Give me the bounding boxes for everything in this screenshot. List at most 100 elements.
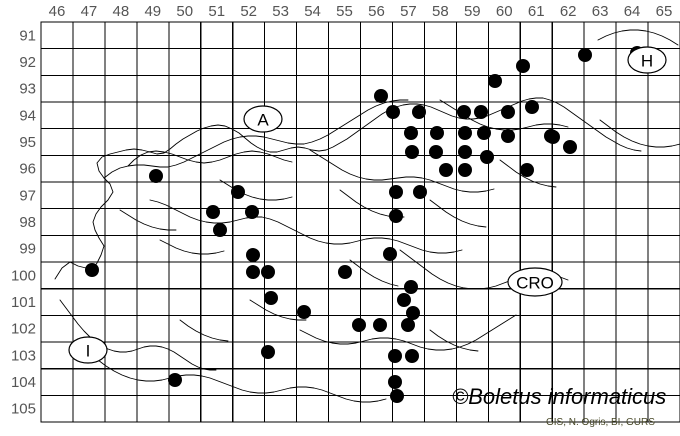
occurrence-dot — [430, 126, 444, 140]
occurrence-dot — [401, 318, 415, 332]
occurrence-dot — [388, 375, 402, 389]
column-label-58: 58 — [432, 3, 449, 20]
occurrence-dot — [390, 389, 404, 403]
occurrence-dot — [488, 74, 502, 88]
occurrence-dot — [413, 185, 427, 199]
interior-5 — [429, 199, 487, 228]
occurrence-dot — [389, 185, 403, 199]
occurrence-dot — [458, 126, 472, 140]
hungary-south — [599, 119, 680, 148]
column-label-65: 65 — [656, 3, 673, 20]
row-label-97: 97 — [19, 187, 36, 204]
column-label-59: 59 — [464, 3, 481, 20]
interior-3 — [159, 239, 225, 255]
row-label-105: 105 — [11, 401, 36, 418]
interior-7 — [119, 209, 177, 231]
occurrence-dot — [246, 248, 260, 262]
copyright-text: ©Boletus informaticus — [452, 384, 666, 409]
occurrence-dot — [388, 349, 402, 363]
occurrence-dot — [406, 306, 420, 320]
row-label-101: 101 — [11, 294, 36, 311]
occurrence-dot — [405, 349, 419, 363]
country-label-hungary: H — [641, 52, 653, 71]
column-label-54: 54 — [304, 3, 321, 20]
occurrence-dot — [412, 105, 426, 119]
occurrence-dot — [261, 265, 275, 279]
occurrence-dot — [374, 89, 388, 103]
row-label-91: 91 — [19, 27, 36, 44]
slovenia-outline — [54, 97, 642, 280]
interior-10 — [179, 319, 229, 342]
interior-8 — [349, 259, 399, 287]
interior-9 — [429, 329, 479, 352]
row-label-100: 100 — [11, 267, 36, 284]
country-label-ellipse-croatia — [507, 267, 563, 297]
row-label-95: 95 — [19, 134, 36, 151]
occurrence-dot — [213, 223, 227, 237]
axis-labels-layer: 46 47 48 49 50 51 52 53 54 55 56 57 58 59 60 61 62 63 64 65… — [11, 3, 672, 418]
occurrence-dot — [439, 163, 453, 177]
occurrence-dot — [386, 105, 400, 119]
occurrence-dot — [264, 291, 278, 305]
occurrence-dot — [85, 263, 99, 277]
occurrence-dot — [480, 150, 494, 164]
occurrence-dot — [149, 169, 163, 183]
column-label-62: 62 — [560, 3, 577, 20]
occurrence-dot — [245, 205, 259, 219]
credits-layer: ©Boletus informaticus GIS, N. Ogris, BI,… — [452, 384, 666, 428]
sava-river — [149, 199, 463, 254]
occurrence-dot — [352, 318, 366, 332]
column-label-50: 50 — [176, 3, 193, 20]
occurrence-dot — [563, 140, 577, 154]
attribution-text: GIS, N. Ogris, BI, GURS — [546, 417, 655, 428]
country-label-ellipse-austria — [243, 105, 283, 133]
occurrence-dot — [457, 105, 471, 119]
column-label-47: 47 — [81, 3, 98, 20]
column-label-46: 46 — [49, 3, 66, 20]
occurrence-dot — [397, 293, 411, 307]
column-label-63: 63 — [592, 3, 609, 20]
occurrence-dot — [404, 280, 418, 294]
row-label-93: 93 — [19, 81, 36, 98]
occurrence-dot — [477, 126, 491, 140]
column-label-60: 60 — [496, 3, 513, 20]
drava-river — [309, 149, 495, 193]
row-label-102: 102 — [11, 321, 36, 338]
occurrence-dot — [525, 100, 539, 114]
row-label-94: 94 — [19, 107, 36, 124]
grid-layer — [40, 21, 680, 423]
column-label-52: 52 — [240, 3, 257, 20]
north-border — [103, 99, 409, 179]
occurrence-dot — [206, 205, 220, 219]
occurrence-dot — [168, 373, 182, 387]
occurrence-dot — [405, 145, 419, 159]
column-label-56: 56 — [368, 3, 385, 20]
occurrence-dot — [578, 48, 592, 62]
occurrence-dot — [246, 265, 260, 279]
column-label-55: 55 — [336, 3, 353, 20]
row-label-92: 92 — [19, 54, 36, 71]
column-label-57: 57 — [400, 3, 417, 20]
coast-line — [59, 299, 217, 371]
occurrence-dot — [501, 105, 515, 119]
occurrence-dot — [516, 59, 530, 73]
country-label-ellipse-hungary — [627, 46, 667, 74]
occurrence-dot — [297, 305, 311, 319]
column-label-64: 64 — [624, 3, 641, 20]
column-label-49: 49 — [144, 3, 161, 20]
row-label-99: 99 — [19, 241, 36, 258]
south-border — [97, 359, 387, 403]
row-label-103: 103 — [11, 347, 36, 364]
column-label-61: 61 — [528, 3, 545, 20]
interior-1 — [219, 179, 293, 201]
column-label-53: 53 — [272, 3, 289, 20]
occurrence-dot — [429, 145, 443, 159]
occurrence-dots-layer — [85, 46, 644, 403]
country-label-italy: I — [86, 342, 91, 361]
row-label-104: 104 — [11, 374, 36, 391]
column-label-48: 48 — [113, 3, 130, 20]
country-label-austria: A — [257, 111, 269, 130]
occurrence-dot — [261, 345, 275, 359]
